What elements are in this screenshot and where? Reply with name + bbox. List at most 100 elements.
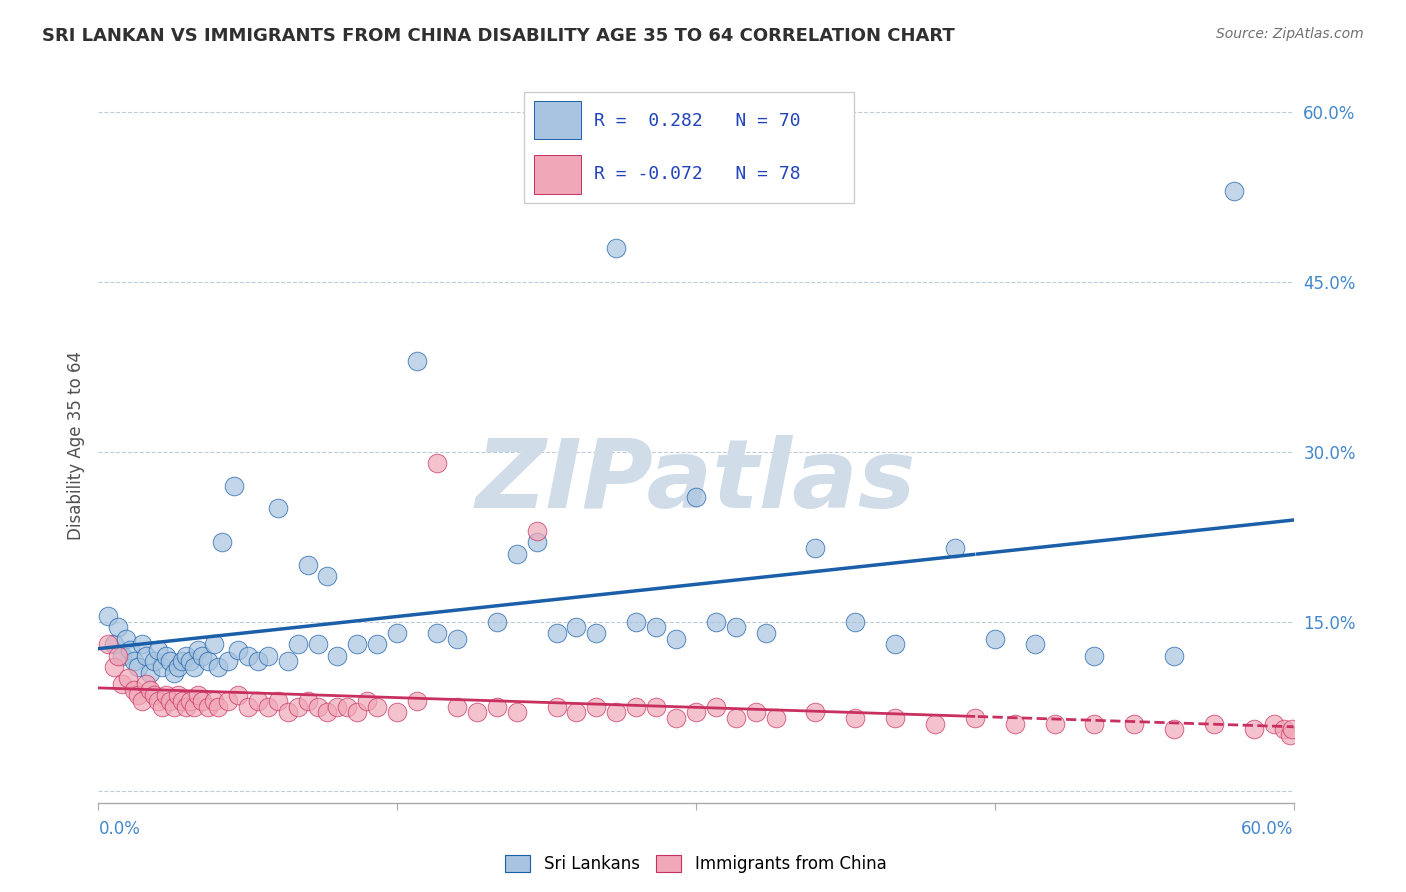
- Point: [963, 711, 986, 725]
- Point: [1024, 637, 1046, 651]
- Point: [297, 558, 319, 572]
- Point: [585, 699, 607, 714]
- Point: [217, 654, 239, 668]
- Point: [187, 688, 209, 702]
- Point: [267, 501, 290, 516]
- Point: [326, 648, 349, 663]
- Point: [103, 637, 125, 651]
- Point: [1243, 722, 1265, 736]
- Point: [131, 637, 153, 651]
- Point: [191, 648, 214, 663]
- Point: [174, 648, 197, 663]
- Point: [585, 626, 607, 640]
- Point: [139, 682, 162, 697]
- Point: [724, 620, 747, 634]
- FancyBboxPatch shape: [534, 155, 581, 194]
- Point: [804, 705, 827, 719]
- Point: [277, 705, 299, 719]
- Point: [120, 643, 142, 657]
- Point: [645, 620, 668, 634]
- Point: [103, 660, 125, 674]
- Text: R =  0.282   N = 70: R = 0.282 N = 70: [595, 112, 801, 129]
- Point: [139, 665, 162, 680]
- Point: [346, 705, 368, 719]
- Point: [884, 711, 907, 725]
- Point: [546, 626, 568, 640]
- Point: [167, 660, 190, 674]
- Point: [724, 711, 747, 725]
- Point: [526, 524, 548, 538]
- Point: [665, 632, 688, 646]
- Point: [506, 705, 529, 719]
- Point: [111, 677, 134, 691]
- Point: [207, 660, 229, 674]
- Point: [316, 705, 339, 719]
- Point: [366, 699, 388, 714]
- Point: [307, 699, 329, 714]
- Text: SRI LANKAN VS IMMIGRANTS FROM CHINA DISABILITY AGE 35 TO 64 CORRELATION CHART: SRI LANKAN VS IMMIGRANTS FROM CHINA DISA…: [42, 27, 955, 45]
- Point: [446, 632, 468, 646]
- Point: [1281, 722, 1303, 736]
- Point: [385, 705, 409, 719]
- Point: [1043, 716, 1066, 731]
- Point: [155, 688, 177, 702]
- Point: [1163, 722, 1185, 736]
- Point: [277, 654, 299, 668]
- Point: [1123, 716, 1146, 731]
- Point: [765, 711, 787, 725]
- Text: 0.0%: 0.0%: [98, 820, 141, 838]
- Point: [983, 632, 1005, 646]
- Point: [406, 694, 429, 708]
- Point: [246, 654, 269, 668]
- Point: [107, 620, 129, 634]
- Point: [127, 660, 149, 674]
- Point: [943, 541, 966, 555]
- Point: [143, 654, 166, 668]
- Point: [426, 626, 449, 640]
- Point: [127, 688, 149, 702]
- Point: [844, 711, 866, 725]
- Point: [1272, 722, 1295, 736]
- Point: [163, 699, 186, 714]
- Point: [222, 478, 245, 492]
- Point: [565, 705, 588, 719]
- Point: [191, 694, 214, 708]
- Point: [1202, 716, 1225, 731]
- Point: [485, 615, 508, 629]
- Point: [267, 694, 290, 708]
- Point: [297, 694, 319, 708]
- Point: [307, 637, 329, 651]
- Point: [645, 699, 668, 714]
- Point: [150, 660, 173, 674]
- Point: [236, 699, 259, 714]
- Point: [1263, 716, 1285, 731]
- Point: [174, 699, 197, 714]
- Point: [605, 241, 627, 255]
- FancyBboxPatch shape: [523, 92, 855, 202]
- Point: [1083, 716, 1105, 731]
- Point: [366, 637, 388, 651]
- Point: [755, 626, 778, 640]
- Point: [197, 654, 219, 668]
- Point: [226, 643, 249, 657]
- Point: [135, 677, 157, 691]
- Point: [526, 535, 548, 549]
- Point: [287, 637, 309, 651]
- Point: [336, 699, 359, 714]
- FancyBboxPatch shape: [534, 101, 581, 139]
- Point: [685, 705, 707, 719]
- Point: [844, 615, 866, 629]
- Point: [167, 688, 190, 702]
- Point: [1163, 648, 1185, 663]
- Point: [704, 615, 727, 629]
- Point: [426, 456, 449, 470]
- Point: [685, 490, 707, 504]
- Point: [143, 688, 166, 702]
- Point: [148, 694, 170, 708]
- Point: [1278, 728, 1301, 742]
- Point: [346, 637, 368, 651]
- Point: [187, 643, 209, 657]
- Point: [172, 654, 194, 668]
- Point: [1004, 716, 1026, 731]
- Point: [624, 699, 647, 714]
